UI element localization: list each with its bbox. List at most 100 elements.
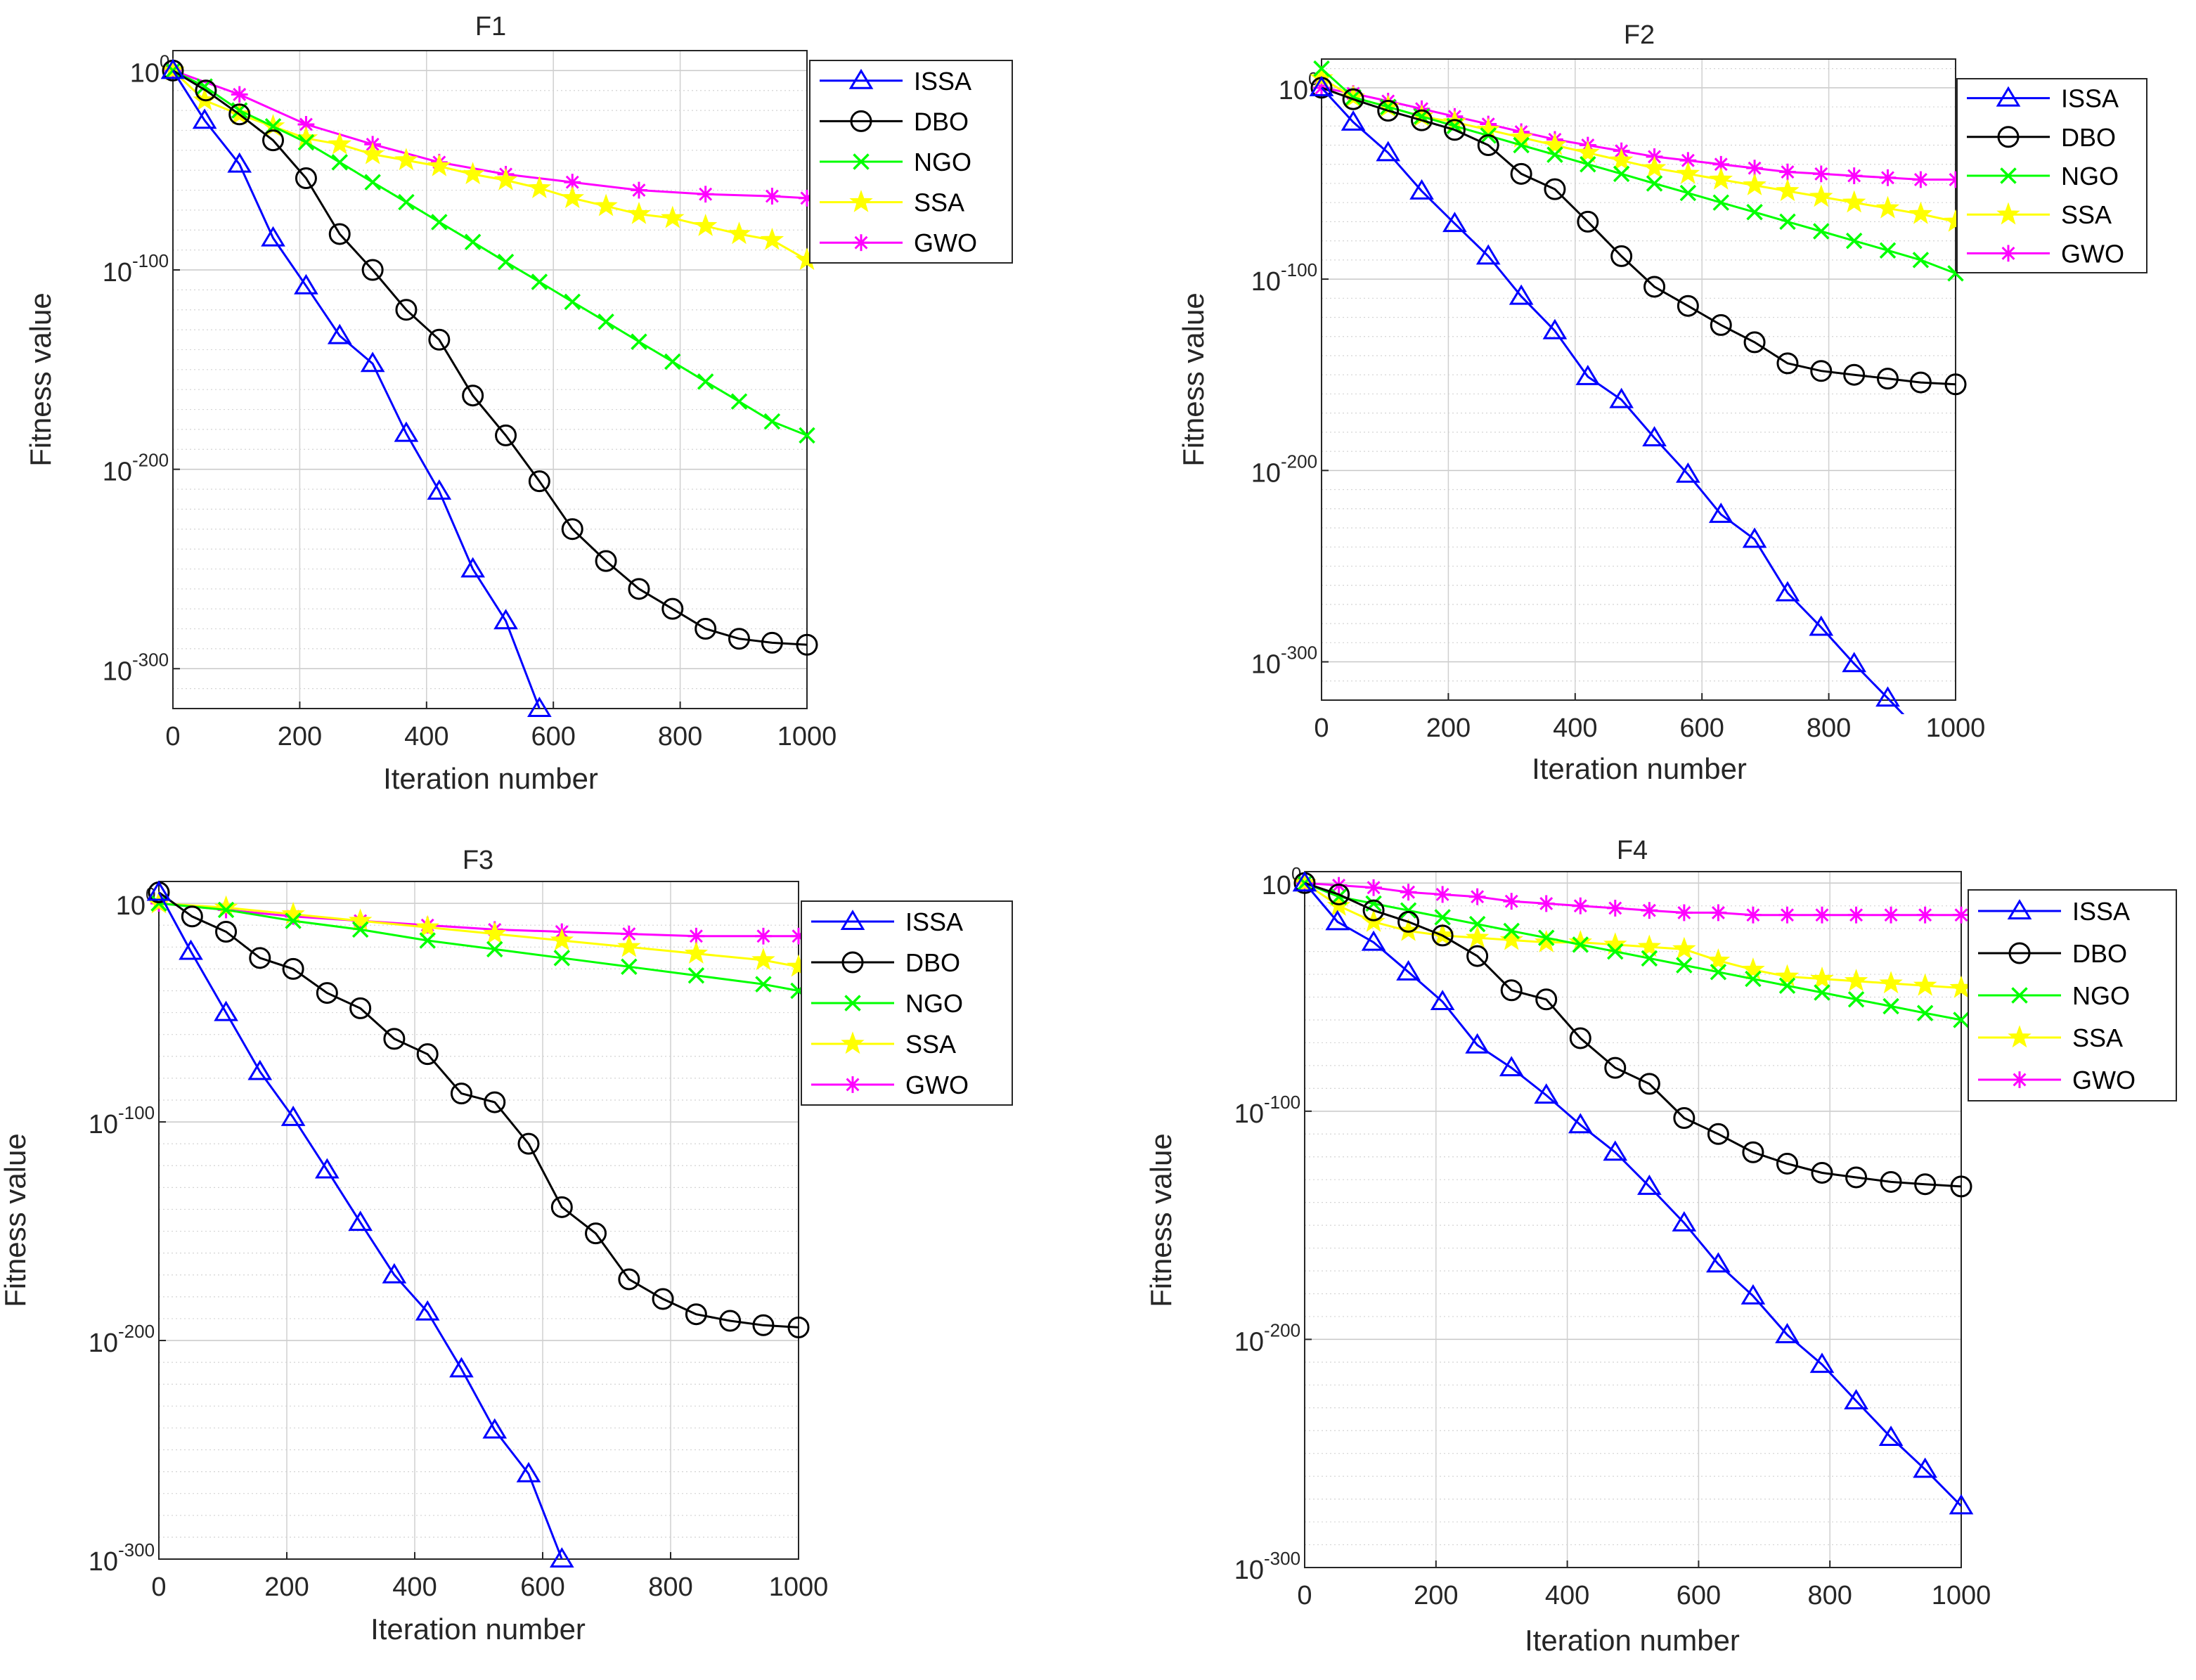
data-point-dbo (1610, 245, 1633, 267)
legend-marker (844, 995, 861, 1012)
data-point-issa (160, 58, 186, 79)
data-point-ngo (364, 174, 381, 190)
data-point-issa (1742, 527, 1767, 548)
y-tick-exponent: -300 (118, 1539, 155, 1561)
data-point-dbo (796, 633, 818, 656)
data-point-ssa (493, 167, 518, 190)
legend: ISSA DBO NGO SSA GWO (801, 900, 1013, 1106)
data-point-issa (280, 1105, 306, 1126)
plot-area (1305, 872, 1961, 1568)
data-point-issa (1409, 179, 1434, 200)
data-point-issa (261, 226, 285, 247)
data-point-gwo (1503, 893, 1520, 910)
data-point-ngo (1953, 1012, 1970, 1028)
x-axis-label: Iteration number (370, 1613, 586, 1646)
data-point-issa (192, 108, 217, 129)
data-point-dbo (1710, 314, 1732, 336)
data-point-dbo (1876, 368, 1899, 390)
x-tick-label: 1000 (1926, 713, 1986, 743)
data-point-ngo (799, 427, 815, 444)
data-point-ngo (1845, 232, 1863, 250)
y-axis-label: Fitness value (1177, 292, 1210, 466)
data-point-ngo (486, 941, 503, 958)
data-point-gwo (1847, 906, 1865, 924)
data-point-ngo (1613, 165, 1630, 183)
legend-label: SSA (2072, 1023, 2123, 1052)
data-point-dbo (585, 1222, 607, 1245)
y-tick-label: 10 (1251, 267, 1281, 297)
data-point-gwo (1712, 155, 1730, 173)
data-point-ngo (297, 134, 315, 151)
data-point-gwo (1572, 897, 1589, 915)
legend-item-ssa: SSA (820, 188, 964, 217)
data-point-gwo (1882, 906, 1899, 924)
y-tick-label: 10 (1234, 1099, 1264, 1129)
x-tick-label: 400 (1553, 713, 1597, 743)
y-tick-label: 10 (89, 1547, 118, 1577)
data-point-gwo (631, 181, 647, 199)
data-point-ngo (1646, 175, 1663, 192)
data-point-ngo (621, 958, 638, 976)
y-tick-label: 10 (1251, 650, 1281, 680)
data-point-ssa (328, 131, 352, 155)
data-point-gwo (620, 925, 638, 943)
axes-box (158, 881, 799, 1560)
data-point-gwo (799, 189, 815, 207)
data-point-dbo (1466, 945, 1489, 967)
data-point-ngo (763, 413, 781, 430)
data-point-issa (427, 479, 452, 500)
data-point-dbo (1914, 1173, 1937, 1196)
data-point-ssa (1743, 173, 1767, 195)
legend-item-gwo: GWO (1978, 1066, 2136, 1094)
legend-marker (2011, 987, 2028, 1004)
data-point-ngo (285, 912, 302, 929)
data-point-dbo (1328, 883, 1350, 905)
x-tick-label: 600 (520, 1572, 564, 1602)
data-point-dbo (1944, 373, 1967, 396)
legend-label: ISSA (914, 67, 971, 96)
legend-item-ngo: NGO (820, 148, 971, 176)
data-point-ssa (1844, 969, 1868, 992)
data-point-gwo (231, 86, 248, 103)
data-point-ngo (1572, 936, 1589, 953)
data-point-issa (1775, 1323, 1800, 1343)
data-point-ssa (1706, 948, 1731, 971)
data-point-dbo (1743, 331, 1766, 354)
legend-marker (2011, 1071, 2028, 1088)
legend-marker (853, 234, 870, 252)
data-point-dbo (395, 299, 418, 321)
y-tick-label: 10 (1279, 76, 1308, 105)
data-point-issa (1878, 1426, 1904, 1446)
series-line-dbo (172, 70, 808, 646)
data-point-dbo (495, 424, 517, 446)
x-tick-label: 600 (1677, 1581, 1721, 1610)
data-point-gwo (1675, 904, 1693, 922)
data-point-issa (1775, 581, 1800, 602)
data-point-issa (1534, 1083, 1559, 1104)
y-tick-exponent: -200 (1264, 1319, 1300, 1340)
data-point-issa (1809, 1352, 1835, 1374)
data-point-issa (348, 1210, 373, 1232)
x-tick-label: 400 (404, 722, 448, 751)
data-point-dbo (328, 223, 351, 245)
legend-label: SSA (2061, 200, 2112, 229)
legend-item-gwo: GWO (811, 1071, 969, 1099)
data-point-issa (394, 421, 419, 442)
data-point-issa (294, 273, 318, 295)
legend-marker (1996, 86, 2021, 107)
data-point-ssa (1543, 132, 1567, 155)
legend-label: DBO (914, 107, 969, 136)
legend-label: GWO (2072, 1066, 2136, 1094)
data-point-gwo (1745, 906, 1762, 924)
data-point-dbo (416, 1043, 439, 1066)
data-point-ngo (697, 373, 714, 390)
data-point-gwo (1947, 171, 1964, 188)
data-point-issa (314, 1158, 340, 1179)
data-point-gwo (1814, 906, 1830, 924)
data-point-dbo (428, 328, 451, 351)
series-line-dbo (158, 891, 799, 1329)
data-point-gwo (1746, 160, 1763, 177)
data-point-gwo (1845, 167, 1863, 184)
